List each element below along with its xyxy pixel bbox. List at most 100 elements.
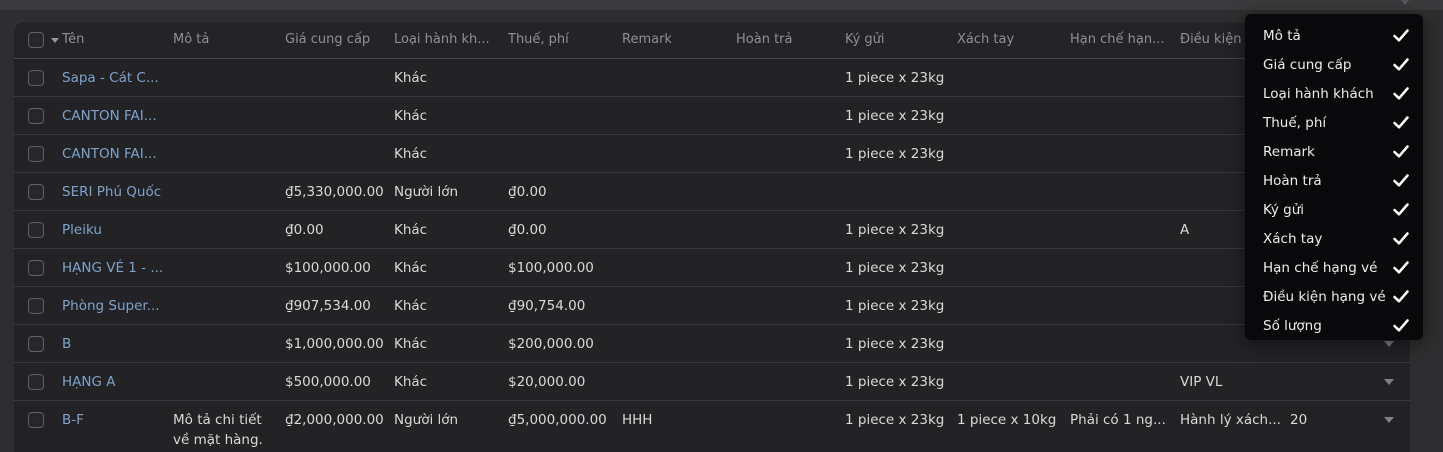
cell-desc: Mô tả chi tiết về mặt hàng. bbox=[173, 412, 263, 448]
row-select-cell bbox=[14, 135, 62, 162]
column-menu-item[interactable]: Điều kiện hạng vé bbox=[1245, 282, 1423, 311]
cell-checked: 1 piece x 23kg bbox=[845, 412, 945, 428]
table-row: Pleiku ₫0.00 Khác ₫0.00 1 piece x 23kg A bbox=[14, 211, 1410, 249]
row-name-link[interactable]: CANTON FAI... bbox=[62, 108, 157, 124]
table-row: Sapa - Cát C... Khác 1 piece x 23kg bbox=[14, 59, 1410, 97]
column-header-remark[interactable]: Remark bbox=[622, 32, 672, 47]
column-menu-item[interactable]: Loại hành khách bbox=[1245, 79, 1423, 108]
select-all-caret-icon[interactable] bbox=[51, 37, 59, 43]
cell-remark bbox=[622, 211, 736, 220]
column-menu-item[interactable]: Thuế, phí bbox=[1245, 108, 1423, 137]
column-menu-item[interactable]: Mô tả bbox=[1245, 21, 1423, 50]
column-header-checked[interactable]: Ký gửi bbox=[845, 32, 885, 47]
cell-desc bbox=[173, 59, 285, 68]
check-icon bbox=[1393, 87, 1409, 100]
cell-remark bbox=[622, 59, 736, 68]
column-header-name[interactable]: Tên bbox=[62, 32, 85, 47]
cell-condition: A bbox=[1180, 222, 1190, 238]
cell-checked: 1 piece x 23kg bbox=[845, 222, 945, 238]
menu-item-label: Ký gửi bbox=[1263, 201, 1305, 218]
check-icon bbox=[1393, 290, 1409, 303]
row-checkbox[interactable] bbox=[28, 184, 44, 200]
row-expand-caret-icon[interactable] bbox=[1384, 341, 1394, 347]
column-menu-item[interactable]: Xách tay bbox=[1245, 224, 1423, 253]
cell-restrict bbox=[1070, 135, 1180, 144]
cell-restrict bbox=[1070, 287, 1180, 296]
cell-checked bbox=[845, 173, 957, 182]
cell-pax: Khác bbox=[394, 222, 428, 238]
menu-item-label: Thuế, phí bbox=[1263, 114, 1327, 131]
menu-item-label: Hạn chế hạng vé bbox=[1263, 259, 1378, 276]
cell-pax: Khác bbox=[394, 336, 428, 352]
menu-item-label: Remark bbox=[1263, 143, 1315, 160]
row-checkbox[interactable] bbox=[28, 260, 44, 276]
cell-price: ₫907,534.00 bbox=[285, 298, 371, 314]
row-checkbox[interactable] bbox=[28, 108, 44, 124]
row-checkbox[interactable] bbox=[28, 374, 44, 390]
cell-price: $1,000,000.00 bbox=[285, 336, 384, 352]
cell-tax: $200,000.00 bbox=[508, 336, 594, 352]
column-header-tax[interactable]: Thuế, phí bbox=[508, 32, 569, 47]
table-row: SERI Phú Quốc ₫5,330,000.00 Người lớn ₫0.00 bbox=[14, 173, 1410, 211]
column-menu-item[interactable]: Hoàn trả bbox=[1245, 166, 1423, 195]
top-strip bbox=[0, 0, 1443, 10]
table-header-row: Tên Mô tả Giá cung cấp Loại hành kh... Thuế,… bbox=[14, 22, 1410, 59]
row-checkbox[interactable] bbox=[28, 222, 44, 238]
column-header-restrict[interactable]: Hạn chế hạn... bbox=[1070, 32, 1165, 47]
cell-name: CANTON FAI... bbox=[62, 135, 173, 164]
cell-name: B bbox=[62, 325, 173, 354]
column-header-pax[interactable]: Loại hành kh... bbox=[394, 32, 490, 47]
column-header-desc[interactable]: Mô tả bbox=[173, 32, 210, 47]
row-checkbox[interactable] bbox=[28, 70, 44, 86]
row-expand-caret-icon[interactable] bbox=[1384, 379, 1394, 385]
row-checkbox[interactable] bbox=[28, 146, 44, 162]
table-row: Phòng Super... ₫907,534.00 Khác ₫90,754.00 1… bbox=[14, 287, 1410, 325]
column-menu-item[interactable]: Ký gửi bbox=[1245, 195, 1423, 224]
cell-carry bbox=[957, 287, 1070, 296]
row-checkbox[interactable] bbox=[28, 412, 44, 428]
cell-refund bbox=[736, 325, 845, 334]
column-header-price[interactable]: Giá cung cấp bbox=[285, 32, 371, 47]
cell-pax: Người lớn bbox=[394, 184, 459, 200]
row-checkbox[interactable] bbox=[28, 298, 44, 314]
cell-carry bbox=[957, 249, 1070, 258]
column-settings-caret-icon[interactable] bbox=[1399, 0, 1411, 5]
column-header-refund[interactable]: Hoàn trả bbox=[736, 32, 793, 47]
cell-pax: Khác bbox=[394, 260, 428, 276]
row-name-link[interactable]: HẠNG A bbox=[62, 374, 116, 390]
cell-restrict bbox=[1070, 173, 1180, 182]
row-checkbox[interactable] bbox=[28, 336, 44, 352]
cell-restrict bbox=[1070, 59, 1180, 68]
row-name-link[interactable]: HẠNG VÉ 1 - ... bbox=[62, 260, 164, 276]
cell-restrict: Phải có 1 ng... bbox=[1070, 412, 1166, 428]
cell-price bbox=[285, 59, 394, 68]
menu-item-label: Số lượng bbox=[1263, 317, 1322, 334]
row-expand-caret-icon[interactable] bbox=[1384, 417, 1394, 423]
row-name-link[interactable]: SERI Phú Quốc bbox=[62, 184, 162, 200]
cell-refund bbox=[736, 287, 845, 296]
column-menu-item[interactable]: Hạn chế hạng vé bbox=[1245, 253, 1423, 282]
row-name-link[interactable]: B bbox=[62, 336, 72, 352]
cell-refund bbox=[736, 211, 845, 220]
row-name-link[interactable]: Phòng Super... bbox=[62, 298, 160, 314]
cell-refund bbox=[736, 363, 845, 372]
cell-desc bbox=[173, 97, 285, 106]
cell-checked: 1 piece x 23kg bbox=[845, 374, 945, 390]
column-menu-item[interactable]: Số lượng bbox=[1245, 311, 1423, 340]
row-name-link[interactable]: Sapa - Cát C... bbox=[62, 70, 159, 86]
row-select-cell bbox=[14, 59, 62, 86]
table-row: B-F Mô tả chi tiết về mặt hàng. ₫2,000,000… bbox=[14, 401, 1410, 452]
row-select-cell bbox=[14, 211, 62, 238]
cell-tax: ₫0.00 bbox=[508, 222, 547, 238]
row-name-link[interactable]: CANTON FAI... bbox=[62, 146, 157, 162]
cell-desc bbox=[173, 173, 285, 182]
column-menu-item[interactable]: Remark bbox=[1245, 137, 1423, 166]
row-name-link[interactable]: Pleiku bbox=[62, 222, 102, 238]
cell-refund bbox=[736, 135, 845, 144]
row-name-link[interactable]: B-F bbox=[62, 412, 84, 428]
menu-item-label: Loại hành khách bbox=[1263, 85, 1374, 102]
column-header-carry[interactable]: Xách tay bbox=[957, 32, 1015, 47]
check-icon bbox=[1393, 319, 1409, 332]
column-menu-item[interactable]: Giá cung cấp bbox=[1245, 50, 1423, 79]
select-all-checkbox[interactable] bbox=[28, 32, 44, 48]
